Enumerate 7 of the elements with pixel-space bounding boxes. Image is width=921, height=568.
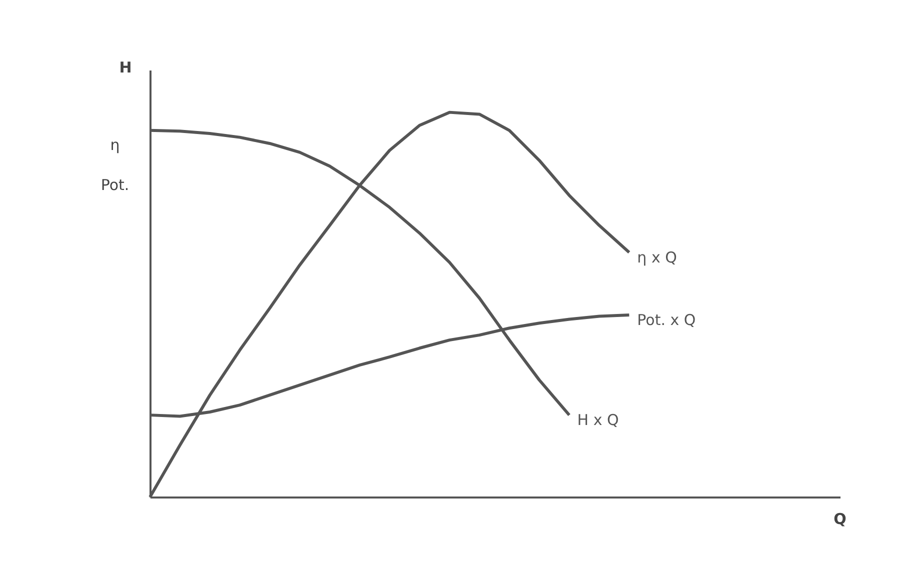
text: η (110, 136, 120, 154)
y-axis-title: H (119, 58, 132, 76)
text: Q (834, 510, 846, 528)
text: Pot. (100, 176, 130, 194)
series-label: η x Q (637, 248, 677, 266)
series-label: Pot. x Q (637, 311, 696, 330)
series-label: H x Q (577, 411, 619, 430)
